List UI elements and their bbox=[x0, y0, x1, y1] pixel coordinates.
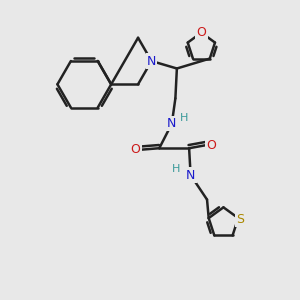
Text: O: O bbox=[196, 26, 206, 39]
Text: H: H bbox=[172, 164, 180, 174]
Text: O: O bbox=[206, 139, 216, 152]
Text: N: N bbox=[167, 117, 176, 130]
Text: H: H bbox=[180, 113, 188, 123]
Text: O: O bbox=[130, 143, 140, 156]
Text: S: S bbox=[237, 213, 244, 226]
Text: N: N bbox=[186, 169, 195, 182]
Text: N: N bbox=[147, 55, 156, 68]
